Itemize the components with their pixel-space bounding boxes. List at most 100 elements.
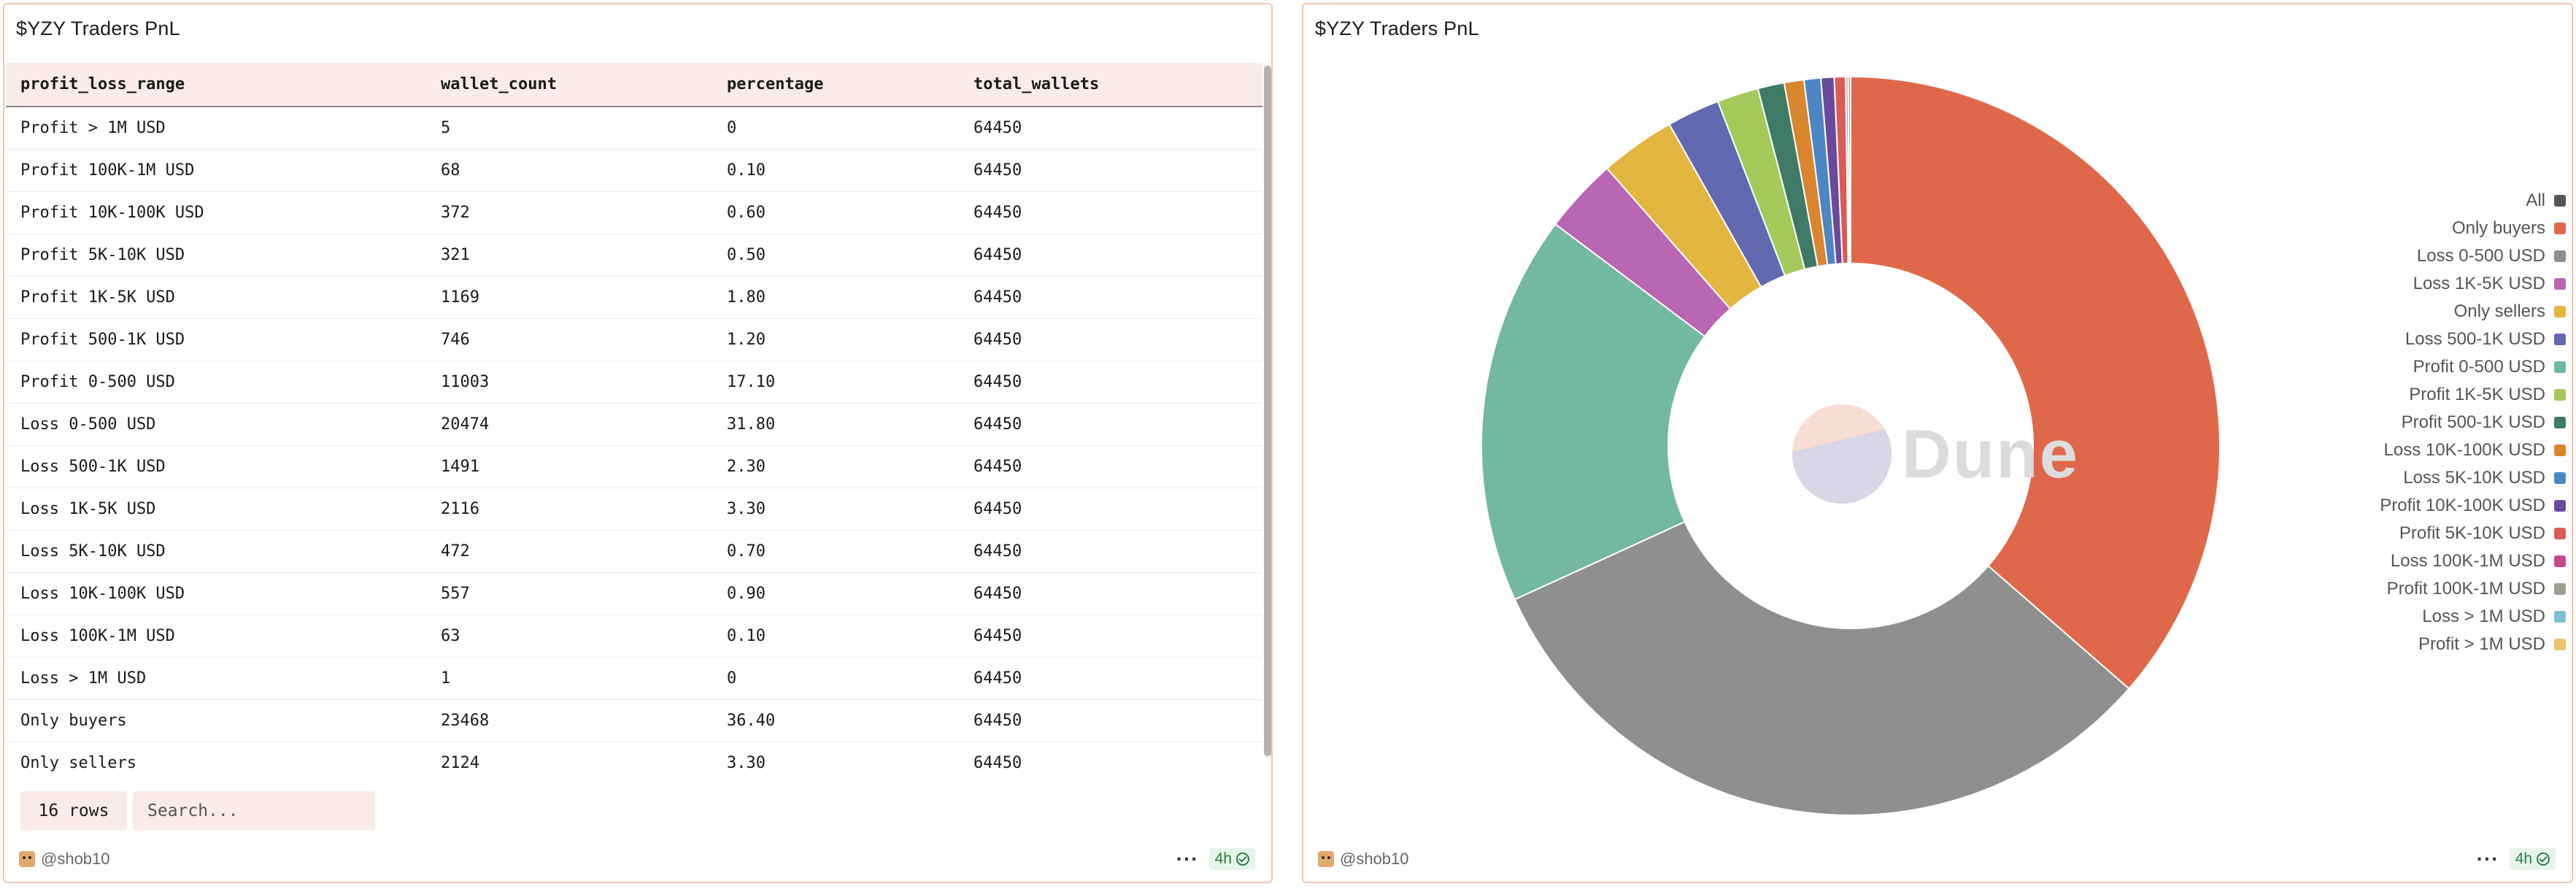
column-header[interactable]: profit_loss_range <box>6 63 426 107</box>
legend-item[interactable]: Loss 5K-10K USD <box>2378 464 2566 492</box>
author-link[interactable]: @shob10 <box>19 850 110 869</box>
legend-label: Only sellers <box>2453 301 2545 321</box>
more-options-icon[interactable]: ··· <box>2476 847 2499 870</box>
freshness-badge[interactable]: 4h <box>2509 848 2556 870</box>
table-cell: 1491 <box>426 445 712 488</box>
legend-item[interactable]: Loss 0-500 USD <box>2378 242 2566 270</box>
legend-item[interactable]: Loss 1K-5K USD <box>2378 270 2566 298</box>
table-cell: 64450 <box>959 318 1262 361</box>
legend-label: Loss 1K-5K USD <box>2413 274 2545 293</box>
legend-item[interactable]: Loss 500-1K USD <box>2378 326 2566 353</box>
legend-swatch <box>2554 472 2566 484</box>
table-cell: Profit 100K-1M USD <box>6 149 426 192</box>
pie-slice[interactable] <box>1513 520 2130 817</box>
chart-panel: $YZY Traders PnL Dune All Only buyers Loss… <box>1302 3 2573 883</box>
table-cell: Profit 500-1K USD <box>6 318 426 361</box>
table-row[interactable]: Profit 0-500 USD 11003 17.10 64450 <box>6 361 1262 404</box>
legend-item[interactable]: Loss > 1M USD <box>2378 603 2566 631</box>
table-row[interactable]: Profit 10K-100K USD 372 0.60 64450 <box>6 191 1262 234</box>
table-row[interactable]: Loss 10K-100K USD 557 0.90 64450 <box>6 572 1262 615</box>
legend-label: Only buyers <box>2451 218 2545 238</box>
table-row[interactable]: Profit 1K-5K USD 1169 1.80 64450 <box>6 276 1262 319</box>
pie-slice[interactable] <box>1850 75 2221 690</box>
table-cell: 64450 <box>959 107 1262 150</box>
table-row[interactable]: Loss 500-1K USD 1491 2.30 64450 <box>6 445 1262 488</box>
legend-item[interactable]: Profit 10K-100K USD <box>2378 492 2566 520</box>
legend-label: Loss > 1M USD <box>2422 607 2545 626</box>
pie-slice[interactable] <box>1481 223 1706 601</box>
table-cell: Profit 10K-100K USD <box>6 191 426 234</box>
table-row[interactable]: Profit 100K-1M USD 68 0.10 64450 <box>6 149 1262 192</box>
table-row[interactable]: Loss 100K-1M USD 63 0.10 64450 <box>6 615 1262 658</box>
legend-label: Profit 1K-5K USD <box>2409 385 2545 404</box>
legend-item[interactable]: Profit > 1M USD <box>2378 631 2566 658</box>
legend-item[interactable]: Only buyers <box>2378 215 2566 242</box>
legend-label: All <box>2526 190 2545 210</box>
check-circle-icon <box>2537 853 2550 866</box>
table-row[interactable]: Loss 1K-5K USD 2116 3.30 64450 <box>6 488 1262 531</box>
table-scrollbar[interactable] <box>1264 63 1271 759</box>
table-cell: Loss 10K-100K USD <box>6 572 426 615</box>
column-header[interactable]: percentage <box>712 63 959 107</box>
legend-swatch <box>2554 500 2566 512</box>
table-row[interactable]: Only sellers 2124 3.30 64450 <box>6 742 1262 774</box>
legend-swatch <box>2554 278 2566 290</box>
table-row[interactable]: Loss 0-500 USD 20474 31.80 64450 <box>6 403 1262 446</box>
freshness-age: 4h <box>2515 850 2532 867</box>
panel-footer-actions: ··· 4h <box>2477 848 2556 870</box>
search-input[interactable] <box>133 791 375 831</box>
legend-item[interactable]: Profit 500-1K USD <box>2378 409 2566 436</box>
table-cell: 64450 <box>959 149 1262 192</box>
table-row[interactable]: Loss 5K-10K USD 472 0.70 64450 <box>6 530 1262 573</box>
results-table-container[interactable]: profit_loss_range wallet_count percentag… <box>6 63 1262 774</box>
table-cell: 64450 <box>959 742 1262 774</box>
table-cell: 0.90 <box>712 572 959 615</box>
legend-item[interactable]: Profit 0-500 USD <box>2378 353 2566 381</box>
table-row[interactable]: Profit 500-1K USD 746 1.20 64450 <box>6 318 1262 361</box>
legend-swatch <box>2554 528 2566 539</box>
freshness-badge[interactable]: 4h <box>1208 848 1255 870</box>
table-cell: 3.30 <box>712 488 959 531</box>
table-cell: 321 <box>426 234 712 277</box>
table-cell: 0.70 <box>712 530 959 573</box>
legend-label: Profit 5K-10K USD <box>2399 523 2545 543</box>
table-cell: 64450 <box>959 615 1262 658</box>
legend-label: Loss 5K-10K USD <box>2403 468 2545 488</box>
table-cell: Profit 0-500 USD <box>6 361 426 404</box>
table-row[interactable]: Only buyers 23468 36.40 64450 <box>6 699 1262 742</box>
table-cell: Only sellers <box>6 742 426 774</box>
table-cell: 0.50 <box>712 234 959 277</box>
more-options-icon[interactable]: ··· <box>1176 847 1199 870</box>
legend-label: Loss 0-500 USD <box>2416 246 2545 266</box>
table-body: Profit > 1M USD 5 0 64450 Profit 100K-1M USD… <box>6 107 1262 774</box>
legend-item[interactable]: Only sellers <box>2378 298 2566 326</box>
legend-item[interactable]: Profit 1K-5K USD <box>2378 381 2566 409</box>
table-cell: Loss > 1M USD <box>6 657 426 700</box>
table-cell: 64450 <box>959 234 1262 277</box>
author-link[interactable]: @shob10 <box>1318 850 1409 869</box>
legend-swatch <box>2554 306 2566 318</box>
table-cell: 20474 <box>426 403 712 446</box>
table-row[interactable]: Loss > 1M USD 1 0 64450 <box>6 657 1262 700</box>
legend-item[interactable]: All <box>2378 187 2566 215</box>
table-cell: 2.30 <box>712 445 959 488</box>
legend-item[interactable]: Profit 5K-10K USD <box>2378 520 2566 547</box>
column-header[interactable]: wallet_count <box>426 63 712 107</box>
table-cell: 64450 <box>959 361 1262 404</box>
legend-swatch <box>2554 611 2566 623</box>
legend-item[interactable]: Profit 100K-1M USD <box>2378 575 2566 603</box>
legend-swatch <box>2554 639 2566 650</box>
dune-logo-icon <box>1792 404 1891 504</box>
table-cell: Loss 1K-5K USD <box>6 488 426 531</box>
column-header[interactable]: total_wallets <box>959 63 1262 107</box>
table-cell: 64450 <box>959 699 1262 742</box>
legend-swatch <box>2554 417 2566 428</box>
table-cell: 11003 <box>426 361 712 404</box>
legend-item[interactable]: Loss 100K-1M USD <box>2378 547 2566 575</box>
table-cell: 64450 <box>959 445 1262 488</box>
legend-item[interactable]: Loss 10K-100K USD <box>2378 436 2566 464</box>
table-cell: 63 <box>426 615 712 658</box>
table-row[interactable]: Profit 5K-10K USD 321 0.50 64450 <box>6 234 1262 277</box>
table-row[interactable]: Profit > 1M USD 5 0 64450 <box>6 107 1262 150</box>
table-scroll-thumb[interactable] <box>1264 66 1271 756</box>
